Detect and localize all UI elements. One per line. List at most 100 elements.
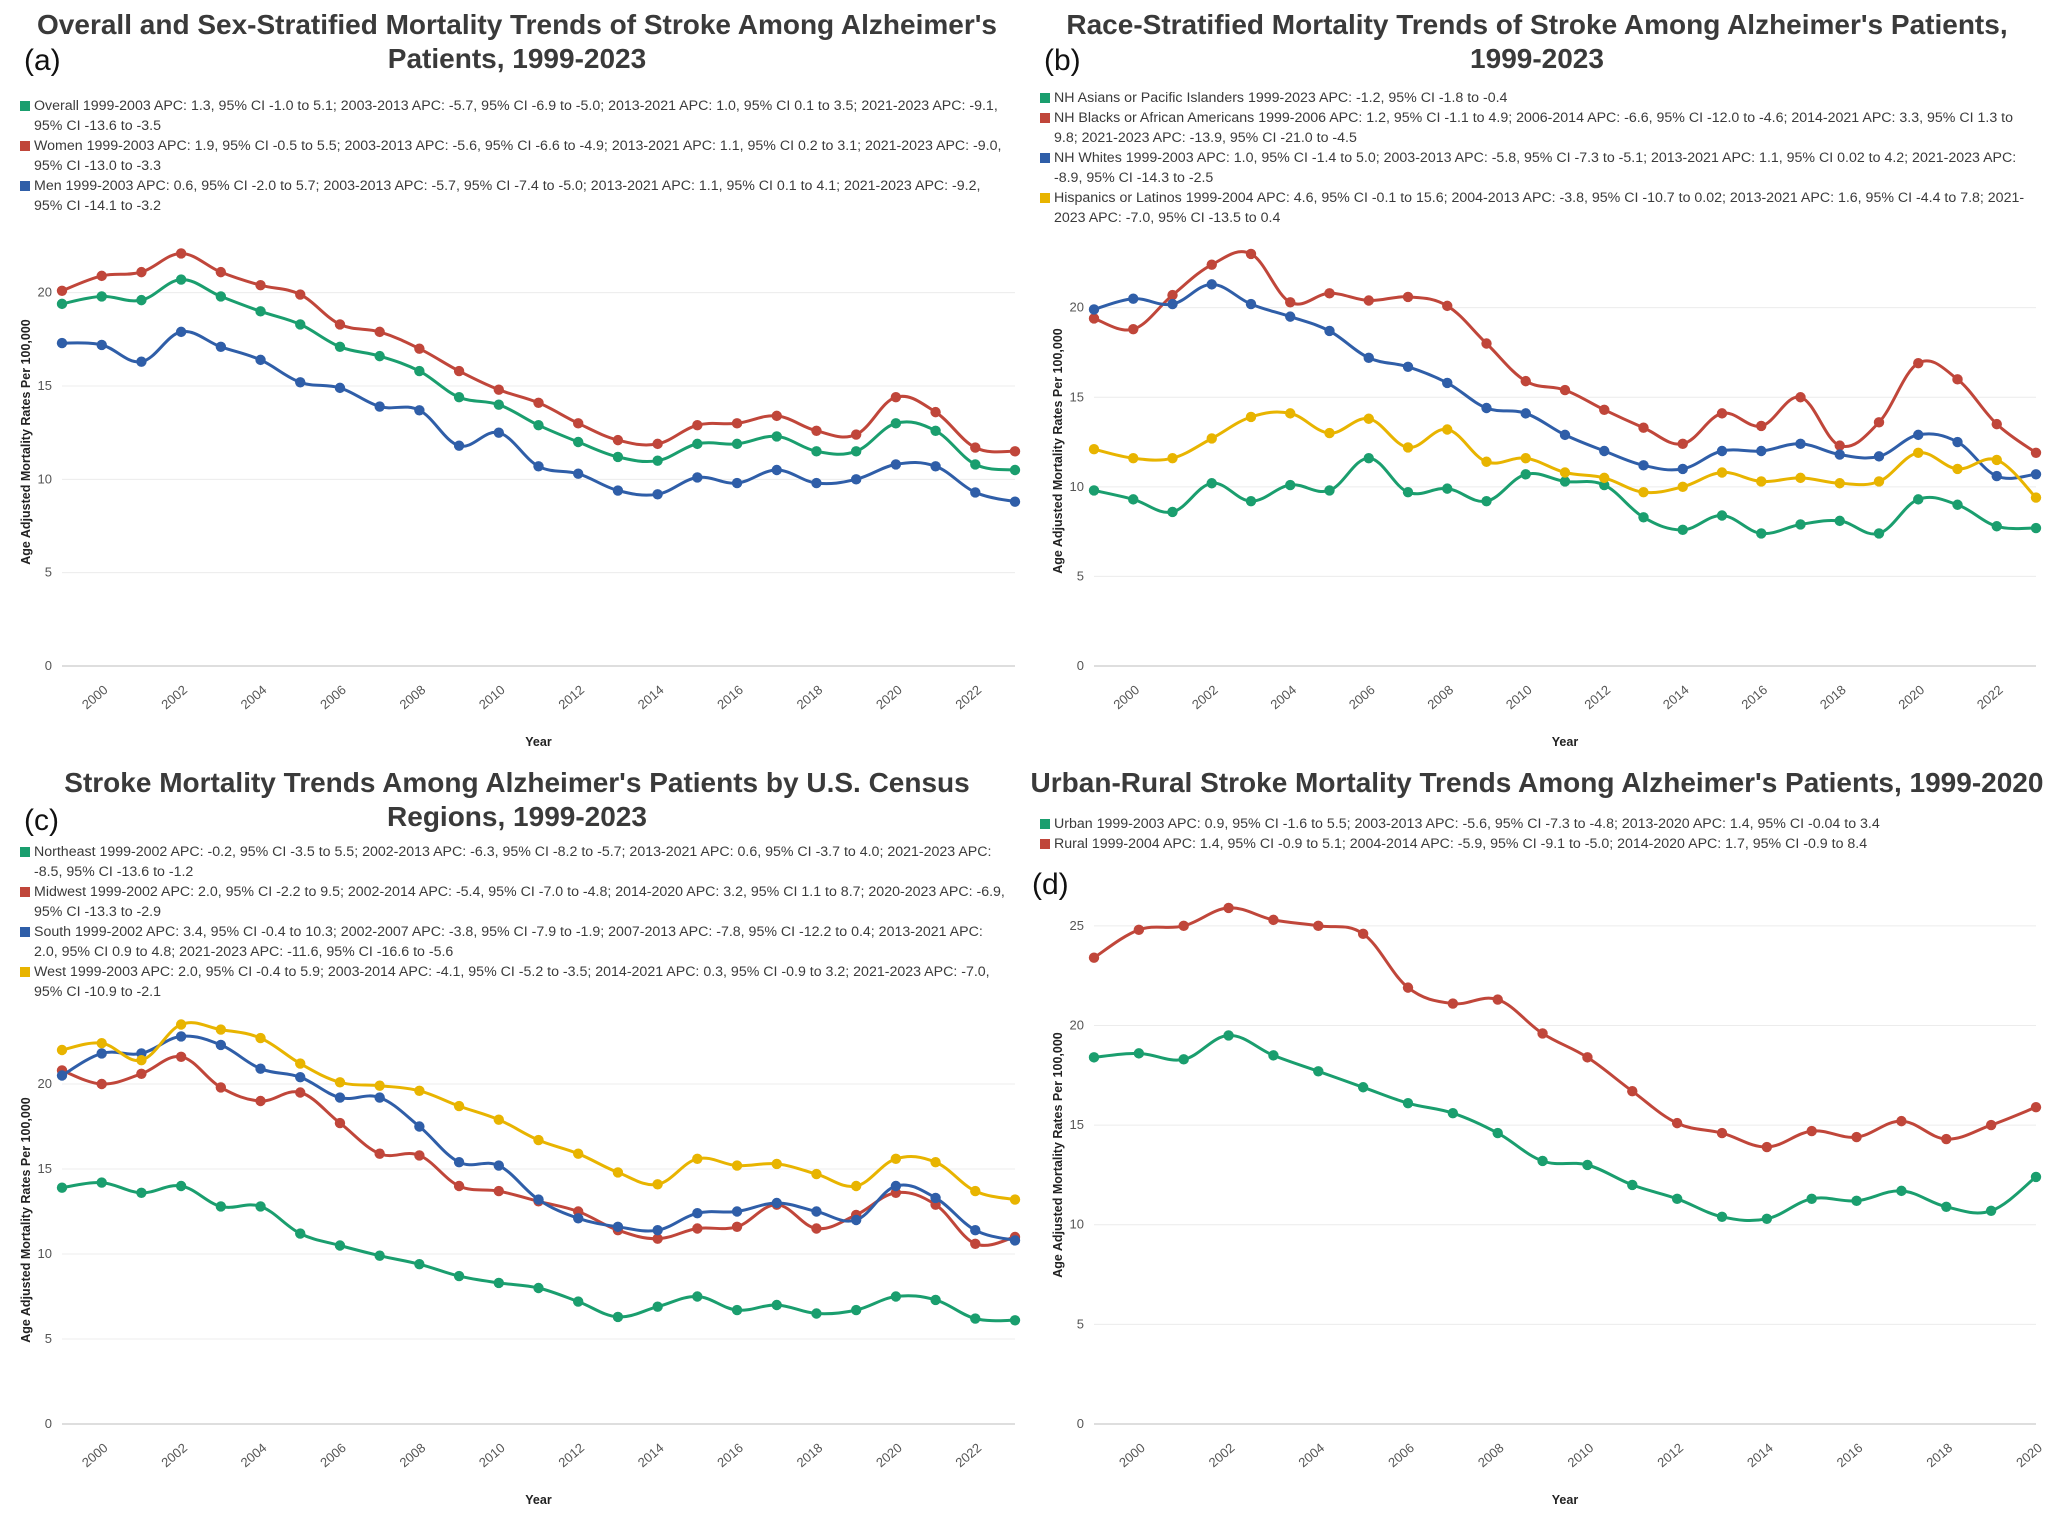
data-point [811,1168,822,1180]
data-point [731,1206,743,1217]
data-point [1167,289,1178,301]
data-point [731,477,743,489]
data-point [533,420,544,431]
x-tick-label: 2000 [79,1440,111,1470]
line-chart: 0 5 10 15 20 2000 2002 2004 2006 2008 2010 2012 2014… [1051,248,2042,749]
data-point [255,280,266,291]
x-tick-label: 2006 [317,1440,349,1470]
x-tick-label: 2006 [1346,682,1378,712]
data-point [573,1296,584,1307]
data-point [930,1157,941,1168]
data-point [1941,1201,1952,1213]
data-point [1402,1097,1414,1109]
x-tick-label: 2018 [1817,682,1849,712]
y-tick-label: 10 [1070,479,1084,494]
legend-text: Midwest 1999-2002 APC: 2.0, 95% CI -2.2 … [34,884,1005,920]
x-tick-label: 2014 [1744,1440,1776,1470]
series-line [60,278,1017,472]
data-point [1009,1315,1021,1326]
data-point [771,1299,782,1311]
data-point [692,438,703,450]
legend: Overall 1999-2003 APC: 1.3, 95% CI -1.0 … [20,96,1010,216]
x-tick-label: 2002 [1206,1440,1238,1470]
data-point [255,306,266,317]
data-point [414,365,425,377]
data-point [1952,436,1963,448]
data-point [970,442,981,453]
data-point [1088,444,1100,455]
data-point [493,384,504,395]
data-point [970,1225,981,1236]
x-tick-label: 2022 [1974,682,2006,712]
data-point [1599,445,1610,457]
legend-item: Northeast 1999-2002 APC: -0.2, 95% CI -3… [20,842,1010,882]
data-point [1357,1082,1369,1093]
data-point [970,487,981,498]
data-point [56,298,68,310]
legend-text: West 1999-2003 APC: 2.0, 95% CI -0.4 to … [34,964,990,1000]
y-axis-title: Age Adjusted Mortality Rates Per 100,000 [19,319,33,565]
x-tick-label: 2012 [1581,682,1613,712]
legend-item: South 1999-2002 APC: 3.4, 95% CI -0.4 to… [20,922,1010,962]
data-point [652,1233,663,1244]
data-point [930,406,941,418]
legend-text: NH Asians or Pacific Islanders 1999-2023… [1054,90,1508,106]
data-point [1447,1107,1459,1119]
data-point [453,1157,465,1168]
data-point [374,401,385,412]
data-point [56,1044,68,1056]
y-tick-label: 5 [1077,568,1084,583]
data-point [175,1180,187,1192]
data-point [1716,445,1728,457]
data-point [652,455,663,466]
data-point [811,477,822,489]
data-point [1245,495,1257,507]
series-northeast [56,1177,1021,1326]
data-point [811,1206,822,1217]
data-point [890,459,902,470]
legend-swatch [20,141,30,151]
data-point [1806,1125,1817,1137]
data-point [215,266,227,278]
data-point [692,420,703,431]
data-point [573,468,584,479]
x-tick-label: 2004 [238,682,270,712]
y-axis-title: Age Adjusted Mortality Rates Per 100,000 [19,1097,33,1343]
data-point [890,418,902,429]
data-point [1716,408,1728,419]
data-point [334,1077,346,1088]
data-point [811,1308,822,1319]
chart-title: Urban-Rural Stroke Mortality Trends Amon… [1030,767,2044,798]
data-point [771,410,782,422]
data-point [1537,1155,1548,1167]
legend-swatch [1040,113,1050,123]
y-tick-label: 0 [45,658,52,673]
data-point [1716,1211,1728,1222]
data-point [692,1223,703,1234]
data-point [295,1087,306,1098]
data-point [692,1153,703,1164]
legend-swatch [1040,93,1050,103]
data-point [136,1187,147,1198]
data-point [255,354,266,366]
series-line [1092,282,2038,480]
data-point [612,1167,624,1178]
data-point [1520,469,1531,480]
data-point [96,339,107,351]
legend-item: West 1999-2003 APC: 2.0, 95% CI -0.4 to … [20,962,1010,1002]
data-point [1402,361,1414,372]
x-tick-label: 2006 [317,682,349,712]
data-point [1009,446,1021,457]
legend-text: Men 1999-2003 APC: 0.6, 95% CI -2.0 to 5… [34,178,981,214]
y-tick-label: 15 [38,1161,52,1176]
data-point [890,1291,902,1302]
y-tick-label: 5 [45,1331,52,1346]
legend: Urban 1999-2003 APC: 0.9, 95% CI -1.6 to… [1040,814,2030,854]
series-overall [56,274,1021,476]
data-point [1559,467,1571,478]
legend-item: Overall 1999-2003 APC: 1.3, 95% CI -1.0 … [20,96,1010,136]
data-point [930,1294,941,1306]
data-point [612,1311,624,1323]
data-point [453,1270,465,1282]
data-point [970,1185,981,1197]
